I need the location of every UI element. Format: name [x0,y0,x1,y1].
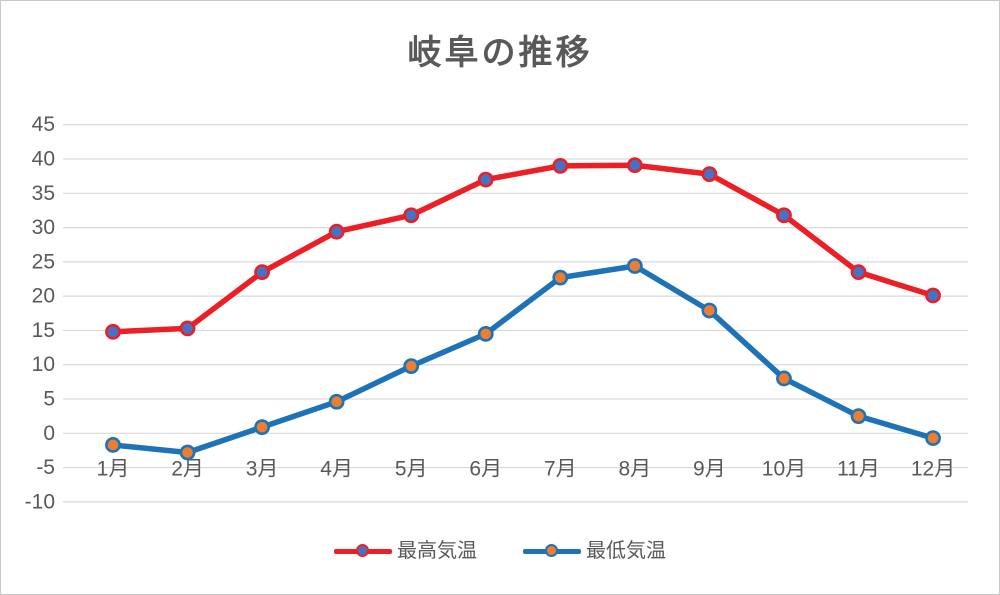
x-axis-tick-label: 2月 [171,458,204,481]
x-axis-tick-label: 4月 [320,458,353,481]
data-point-marker [850,264,867,281]
x-axis-tick-label: 10月 [762,458,806,481]
y-axis-tick-label: 40 [32,148,55,171]
data-point-marker [776,207,792,224]
data-point-marker [850,408,867,425]
data-point-marker [925,430,941,446]
chart-legend: 最高気温 最低気温 [1,541,999,561]
data-point-marker [328,393,345,410]
data-point-marker [552,269,569,286]
data-point-marker [626,258,643,274]
data-point-marker [701,302,718,319]
data-point-marker [179,320,196,337]
y-axis-tick-label: 5 [43,388,55,411]
legend-item-min-temp: 最低気温 [523,541,666,561]
data-point-marker [701,166,718,183]
data-point-marker [328,223,345,240]
min-temp-line-swatch-icon [523,544,581,558]
data-point-marker [552,157,569,174]
chart-title: 岐阜の推移 [407,34,593,72]
x-axis-tick-label: 9月 [693,458,726,481]
y-axis-tick-label: 25 [32,250,55,273]
data-point-marker [105,323,121,340]
data-point-marker [254,419,270,436]
x-axis-tick-label: 1月 [97,458,130,481]
y-axis-tick-label: -10 [25,490,55,513]
x-axis-tick-label: 3月 [246,458,279,481]
y-axis-tick-label: 10 [32,353,55,376]
data-point-marker [105,437,121,453]
series-line-max-temp [110,162,936,335]
x-axis-tick-label: 5月 [395,458,428,481]
y-axis-tick-label: 0 [43,422,55,445]
data-point-marker [626,157,643,174]
data-point-marker [254,264,270,281]
legend-label-max-temp: 最高気温 [397,540,477,562]
data-point-marker [403,207,420,224]
y-axis-tick-label: 30 [32,216,55,239]
y-axis-tick-label: 20 [32,285,55,308]
x-axis-tick-label: 7月 [544,458,577,481]
x-axis-tick-label: 6月 [469,458,502,481]
y-axis-tick-label: -5 [36,456,55,479]
x-axis-tick-label: 11月 [837,458,880,481]
series-line-min-temp [110,263,936,456]
x-axis-tick-label: 8月 [619,458,652,481]
legend-item-max-temp: 最高気温 [334,541,477,561]
y-axis-tick-label: 35 [32,182,55,205]
max-temp-line-swatch-icon [334,544,392,558]
data-point-marker [179,444,196,461]
x-axis-tick-label: 12月 [911,458,955,481]
data-point-marker [477,171,494,188]
data-point-marker [403,358,420,375]
y-axis-tick-label: 15 [32,319,55,342]
data-point-marker [925,287,941,304]
y-axis-tick-label: 45 [32,113,55,136]
data-point-marker [477,325,494,342]
data-point-marker [776,370,792,387]
legend-label-min-temp: 最低気温 [586,540,666,562]
